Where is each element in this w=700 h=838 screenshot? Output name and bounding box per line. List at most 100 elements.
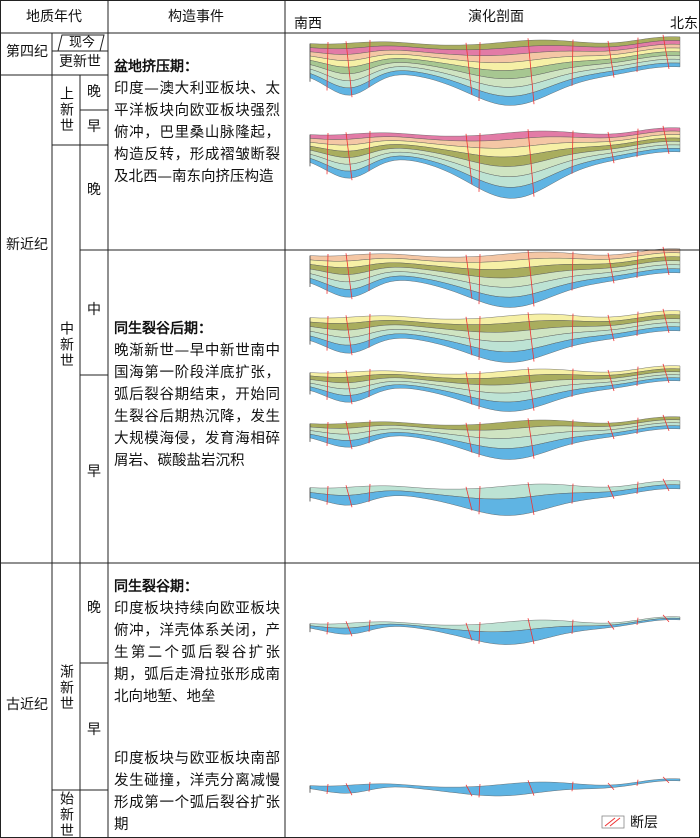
fault xyxy=(571,313,574,348)
fault xyxy=(662,478,670,492)
layer xyxy=(309,618,681,645)
fault xyxy=(368,368,371,398)
fault xyxy=(345,370,353,405)
fault xyxy=(527,38,535,105)
fault xyxy=(527,312,535,362)
fault xyxy=(662,414,670,432)
fault xyxy=(607,314,615,342)
event-title: 盆地挤压期： xyxy=(114,59,198,75)
fault xyxy=(636,366,639,386)
fault xyxy=(571,130,574,174)
fault xyxy=(636,128,639,158)
fault xyxy=(368,313,371,348)
fault xyxy=(571,483,574,504)
fault xyxy=(527,367,535,411)
layer xyxy=(309,326,681,363)
fault xyxy=(571,39,574,86)
fault xyxy=(345,783,353,796)
fault xyxy=(465,422,473,453)
event-text: 印度板块持续向欧亚板块俯冲，洋壳体系关闭，产生第二个弧后裂谷扩张期，弧后走滑拉张… xyxy=(114,601,280,705)
header: 演化剖面 xyxy=(468,9,524,25)
fault xyxy=(478,254,481,305)
legend-label: 断层 xyxy=(630,815,658,831)
period: 新近纪 xyxy=(6,237,48,253)
fault xyxy=(345,621,353,637)
fault xyxy=(571,781,574,792)
fault xyxy=(368,130,371,172)
stage: 早 xyxy=(87,722,101,738)
event: 盆地挤压期： 印度—澳大利亚板块、太平洋板块向欧亚板块强烈俯冲，巴里桑山脉隆起，… xyxy=(114,56,280,188)
fault xyxy=(465,254,473,299)
fault xyxy=(607,420,615,440)
layer xyxy=(309,778,681,797)
box xyxy=(57,34,105,52)
fault xyxy=(527,250,535,307)
fault xyxy=(662,308,670,334)
layer xyxy=(309,484,681,516)
fault xyxy=(607,131,615,164)
fault xyxy=(571,368,574,398)
direction: 北东 xyxy=(670,16,698,32)
fault xyxy=(478,42,481,102)
fault xyxy=(607,40,615,78)
fault xyxy=(465,784,473,797)
fault xyxy=(636,37,639,73)
fault xyxy=(527,482,535,515)
fault xyxy=(326,132,329,175)
header: 构造事件 xyxy=(168,9,224,25)
fault xyxy=(465,371,473,405)
fault xyxy=(607,252,615,284)
fault xyxy=(478,133,481,192)
stage: 晚 xyxy=(87,600,101,616)
fault xyxy=(571,251,574,291)
fault xyxy=(636,779,639,786)
layer xyxy=(309,62,681,106)
fault xyxy=(345,132,353,181)
epoch: 更新世 xyxy=(59,54,101,70)
fault xyxy=(326,485,329,505)
fault xyxy=(345,253,353,300)
fault xyxy=(478,316,481,360)
legend-fault xyxy=(604,817,616,827)
fault xyxy=(607,484,615,499)
fault xyxy=(465,42,473,96)
fault xyxy=(571,419,574,446)
fault xyxy=(465,622,473,641)
fault xyxy=(465,133,473,185)
fault xyxy=(662,776,670,784)
fault xyxy=(662,34,670,69)
stage: 中 xyxy=(87,302,101,318)
epoch: 中新世 xyxy=(58,321,74,369)
epoch: 始新世 xyxy=(58,791,74,838)
stage: 晚 xyxy=(87,182,101,198)
period: 第四纪 xyxy=(6,44,48,60)
fault xyxy=(478,486,481,515)
fault xyxy=(465,316,473,356)
event: 同生裂谷期： 印度板块持续向欧亚板块俯冲，洋壳体系关闭，产生第二个弧后裂谷扩张期… xyxy=(114,576,280,708)
fault xyxy=(368,619,371,632)
fault xyxy=(527,129,535,197)
fault xyxy=(527,418,535,459)
layer xyxy=(309,148,681,199)
fault xyxy=(326,253,329,294)
stage: 早 xyxy=(87,464,101,480)
fault xyxy=(368,419,371,444)
fault xyxy=(326,621,329,635)
direction: 南西 xyxy=(294,16,322,32)
header: 地质年代 xyxy=(26,9,82,25)
fault xyxy=(636,617,639,625)
epoch: 上新世 xyxy=(58,86,74,134)
layer xyxy=(309,377,681,412)
fault xyxy=(662,246,670,275)
event: 印度板块与欧亚板块南部发生碰撞，洋壳分离减慢形成第一个弧后裂谷扩张期 xyxy=(114,748,280,836)
fault xyxy=(345,421,353,450)
event-text: 晚渐新世—早中新世南中国海第一阶段洋底扩张，弧后裂谷期结束，开始同生裂谷后期热沉… xyxy=(114,343,280,469)
fault xyxy=(478,784,481,798)
epoch: 渐新世 xyxy=(58,664,74,712)
event-title: 同生裂谷后期： xyxy=(114,321,212,337)
stage: 晚 xyxy=(87,84,101,100)
period: 古近纪 xyxy=(6,697,48,713)
fault xyxy=(368,483,371,503)
